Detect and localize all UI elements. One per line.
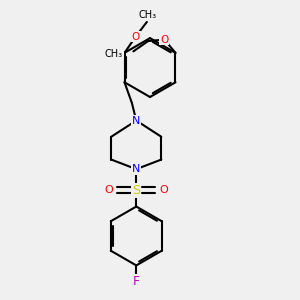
Text: O: O — [132, 32, 140, 42]
Text: S: S — [132, 184, 140, 197]
Text: N: N — [132, 164, 140, 174]
Text: F: F — [133, 275, 140, 288]
Text: N: N — [132, 116, 140, 126]
Text: O: O — [159, 185, 168, 195]
Text: O: O — [160, 34, 168, 45]
Text: O: O — [104, 185, 113, 195]
Text: CH₃: CH₃ — [105, 49, 123, 59]
Text: CH₃: CH₃ — [138, 11, 157, 20]
